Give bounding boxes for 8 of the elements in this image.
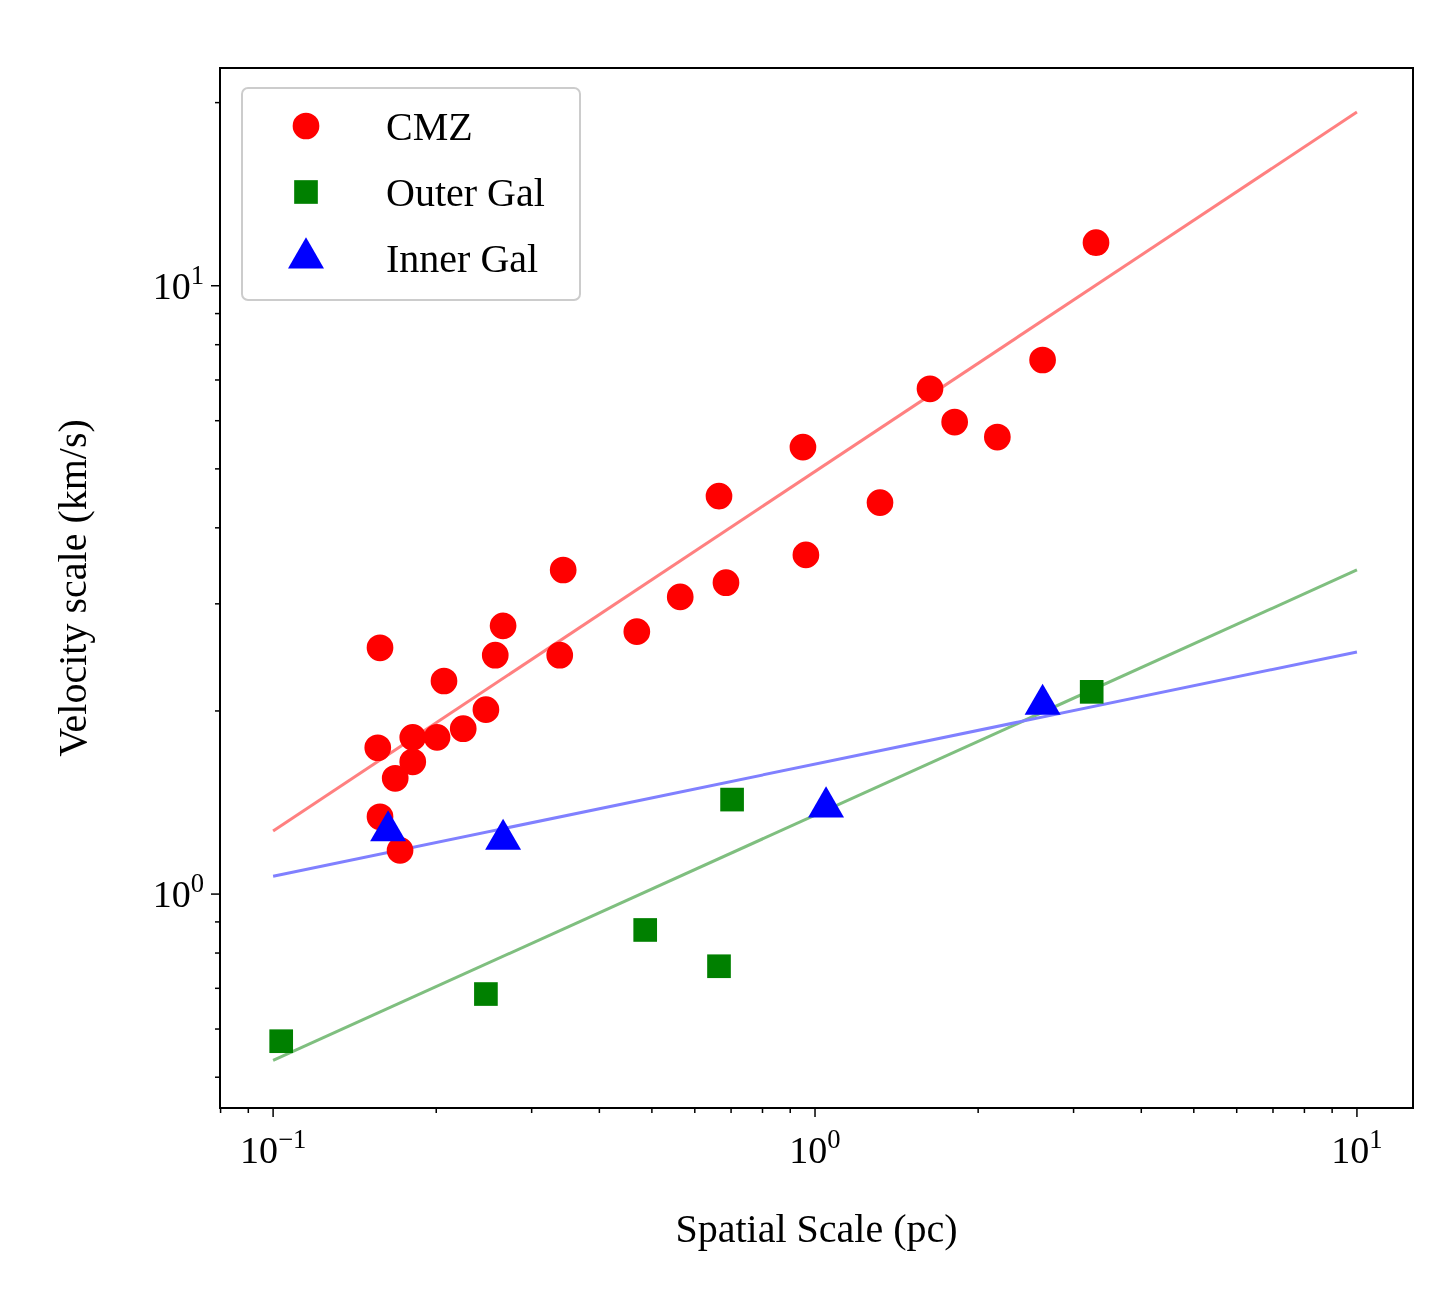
x-tick-label: 10$^{−1}$ [239, 1124, 307, 1171]
legend-label: Inner Gal [386, 236, 539, 281]
x-tick-label: 10$^{1}$ [1331, 1124, 1383, 1171]
x-axis-title: Spatial Scale (pc) [675, 1206, 958, 1251]
legend-label: Outer Gal [386, 170, 545, 215]
x-tick-label: 10$^{0}$ [789, 1124, 841, 1171]
y-axis-title: Velocity scale (km/s) [50, 419, 95, 757]
legend-label: CMZ [386, 104, 473, 149]
